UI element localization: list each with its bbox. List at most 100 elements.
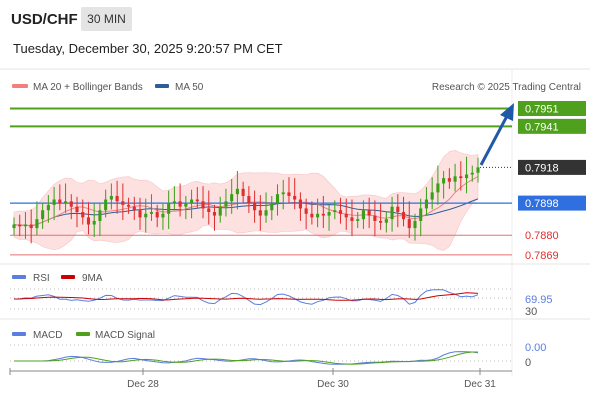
target-label-2: 0.7941 (525, 121, 559, 133)
candle-body (327, 212, 331, 216)
candle-body (201, 201, 205, 209)
candle-body (453, 176, 457, 182)
source-credit: Research © 2025 Trading Central (432, 82, 581, 93)
rsi-value: 69.95 (525, 294, 553, 306)
candle-body (235, 188, 239, 195)
candle-body (23, 224, 28, 227)
rsi-lower-label: 30 (525, 306, 537, 318)
candle-body (12, 224, 16, 229)
candle-body (178, 201, 182, 207)
candle-body (304, 208, 308, 214)
candle-body (230, 194, 234, 202)
forecast-arrow-head (500, 103, 514, 121)
bollinger-band (13, 149, 479, 251)
rsi-ma-legend-label: 9MA (82, 273, 103, 284)
candle-body (121, 201, 125, 205)
target-label-1: 0.7951 (525, 103, 559, 115)
candle-body (109, 195, 113, 200)
candle-body (419, 208, 423, 221)
pivot-label: 0.7898 (525, 198, 559, 210)
candle-body (241, 188, 245, 196)
candle-body (436, 183, 440, 193)
candle-body (81, 212, 85, 218)
candle-body (270, 203, 274, 211)
candle-body (35, 219, 39, 229)
target-label-1-bg (518, 100, 586, 116)
candle-body (338, 210, 343, 214)
pivot-label-bg (518, 195, 586, 211)
candle-body (144, 213, 148, 218)
candle-body (316, 213, 320, 218)
candle-body (361, 210, 365, 220)
candle-body (46, 204, 50, 211)
candle-body (424, 199, 429, 209)
candle-body (86, 217, 91, 225)
candle-body (293, 195, 297, 200)
macd-signal-line (14, 351, 478, 365)
candle-body (264, 210, 268, 216)
candle-body (104, 199, 108, 211)
candle-body (75, 206, 79, 213)
candle-body (344, 213, 348, 218)
candle-body (333, 210, 337, 213)
candle-body (18, 224, 22, 227)
candle-body (407, 219, 411, 229)
candle-body (52, 199, 56, 205)
candle-body (98, 210, 102, 221)
rsi-legend-swatch (12, 275, 26, 279)
candle-body (464, 174, 469, 179)
target-label-2-bg (518, 118, 586, 134)
candle-body (138, 210, 142, 218)
macd-signal-legend-swatch (76, 332, 90, 336)
rsi-line (13, 289, 479, 306)
candle-body (218, 206, 222, 216)
candle-body (41, 210, 45, 220)
candle-body (63, 201, 68, 204)
last-price-label: 0.7918 (525, 162, 559, 174)
last-price-label-bg (518, 159, 586, 175)
candle-body (459, 176, 463, 179)
ma50-legend-swatch (155, 84, 169, 88)
candle-body (367, 210, 371, 216)
candles-group (12, 156, 480, 244)
candle-body (172, 201, 176, 204)
candle-body (224, 201, 228, 207)
candle-body (390, 206, 394, 220)
forecast-arrow-shaft (479, 115, 509, 166)
macd-legend-label: MACD (33, 330, 62, 341)
support-label-1: 0.7880 (525, 230, 559, 242)
candle-body (58, 199, 62, 204)
x-label-dec31: Dec 31 (464, 379, 496, 390)
candle-body (190, 199, 194, 204)
candle-body (298, 199, 302, 209)
macd-line (14, 351, 479, 365)
candle-body (207, 208, 211, 213)
candle-body (253, 203, 257, 211)
ma50-line (13, 198, 479, 227)
candle-body (413, 220, 417, 229)
rsi-legend-label: RSI (33, 273, 50, 284)
candle-body (470, 172, 474, 175)
candle-body (92, 220, 96, 225)
candle-body (401, 212, 406, 220)
candle-body (350, 217, 354, 221)
candle-body (356, 219, 360, 221)
candle-body (321, 213, 325, 216)
macd-legend-swatch (12, 332, 26, 336)
rsi-ma-line (14, 292, 479, 301)
macd-signal-legend-label: MACD Signal (95, 330, 155, 341)
candle-body (310, 213, 314, 218)
candle-body (132, 206, 136, 211)
timeframe-button[interactable]: 30 MIN (81, 7, 132, 31)
candle-body (258, 210, 262, 216)
candle-body (149, 212, 154, 214)
candle-body (379, 220, 383, 223)
candle-body (287, 192, 291, 196)
candle-body (384, 219, 388, 223)
datetime-label: Tuesday, December 30, 2025 9:20:57 PM CE… (13, 41, 283, 56)
x-label-dec30: Dec 30 (317, 379, 349, 390)
macd-value: 0.00 (525, 342, 546, 354)
support-label-2: 0.7869 (525, 250, 559, 262)
candle-body (155, 212, 159, 218)
